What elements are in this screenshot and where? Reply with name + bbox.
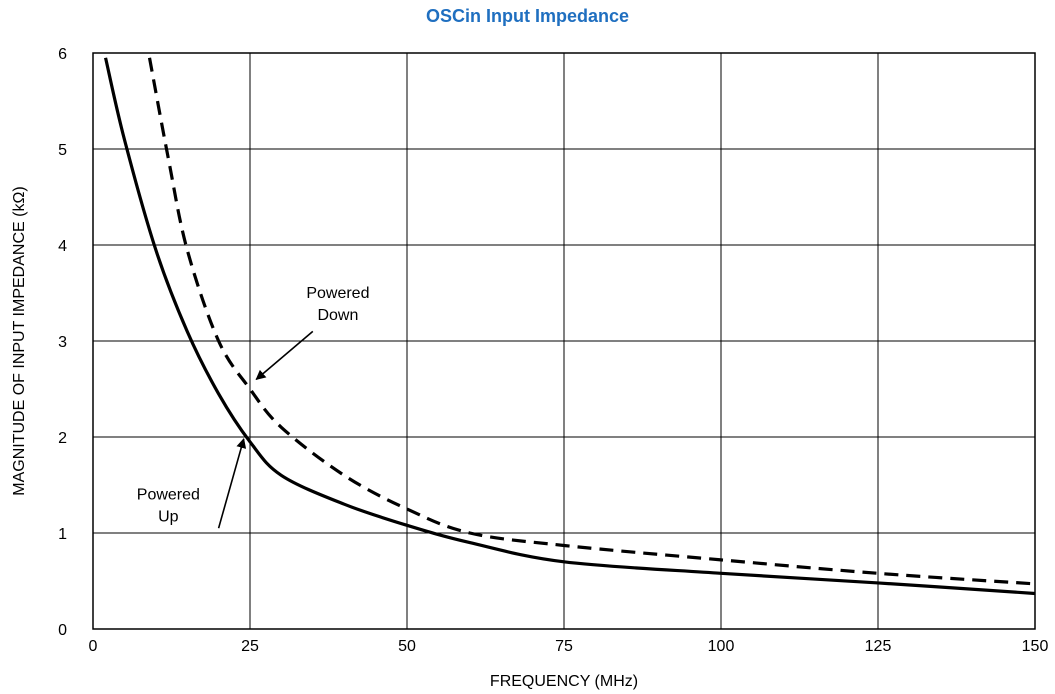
x-tick-label: 100 [708,638,735,655]
x-tick-label: 125 [865,638,892,655]
x-tick-label: 50 [398,638,416,655]
y-axis-label: MAGNITUDE OF INPUT IMPEDANCE (kΩ) [11,186,28,495]
y-tick-label: 1 [58,526,67,543]
chart-title: OSCin Input Impedance [425,6,630,26]
annotation-powered-up-arrow [217,437,247,529]
x-tick-label: 150 [1022,638,1049,655]
annotation-powered-down-label: Down [317,307,358,324]
y-tick-label: 5 [58,142,67,159]
tick-labels: 0 25 50 75 100 125 150 0 1 2 3 4 5 6 [58,46,1048,655]
x-tick-label: 0 [89,638,98,655]
x-tick-label: 25 [241,638,259,655]
series-line-powered-up [104,57,1036,596]
annotation-powered-down-label: Powered [306,285,369,302]
y-tick-label: 4 [58,238,67,255]
x-axis-label: FREQUENCY (MHz) [490,673,638,690]
annotations: Powered Down Powered Up [137,285,369,529]
y-tick-label: 6 [58,46,67,63]
annotation-powered-up-label: Up [158,508,179,525]
series-layer [104,57,1036,596]
y-tick-label: 2 [58,430,67,447]
grid [92,52,1036,630]
y-tick-label: 3 [58,334,67,351]
annotation-powered-down-arrow [255,330,314,381]
y-tick-label: 0 [58,622,67,639]
annotation-powered-up-label: Powered [137,486,200,503]
series-line-powered-down [147,57,1036,586]
x-tick-label: 75 [555,638,573,655]
